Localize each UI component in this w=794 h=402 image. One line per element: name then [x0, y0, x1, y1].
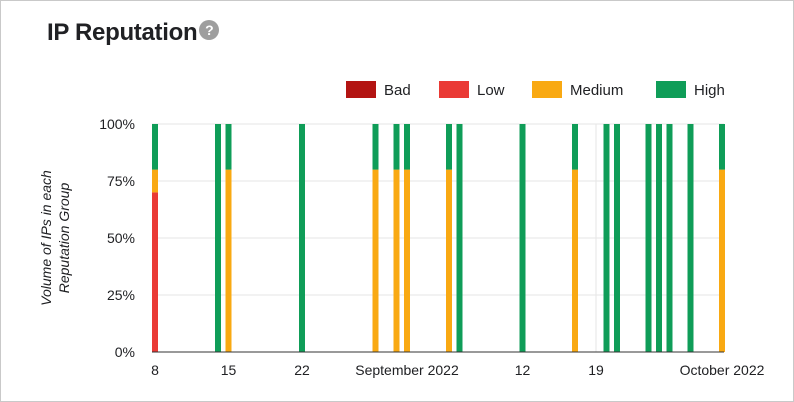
bar-segment-high[interactable] [393, 124, 400, 170]
bar-segment-high[interactable] [645, 124, 652, 352]
bar-segment-high[interactable] [404, 124, 410, 170]
legend-swatch-high[interactable] [656, 81, 686, 98]
bar-segment-high[interactable] [372, 124, 379, 170]
bar-segment-high[interactable] [225, 124, 232, 170]
bar-segment-medium[interactable] [446, 169, 452, 352]
x-tick-label: September 2022 [355, 362, 459, 378]
bar-segment-high[interactable] [152, 124, 158, 170]
legend-label-medium[interactable]: Medium [570, 82, 623, 99]
x-tick-label: 22 [294, 362, 310, 378]
bar-segment-medium[interactable] [404, 169, 410, 352]
legend-label-bad[interactable]: Bad [384, 82, 411, 99]
legend-swatch-medium[interactable] [532, 81, 562, 98]
bar-segment-high[interactable] [656, 124, 662, 352]
bar-segment-medium[interactable] [393, 169, 400, 352]
chart-title: IP Reputation [47, 19, 198, 46]
bar-segment-high[interactable] [446, 124, 452, 170]
y-tick-label: 100% [99, 116, 135, 132]
x-tick-label: October 2022 [680, 362, 765, 378]
x-tick-label: 15 [221, 362, 237, 378]
bar-segment-medium[interactable] [152, 169, 158, 193]
y-tick-label: 75% [107, 173, 135, 189]
bar-segment-medium[interactable] [372, 169, 379, 352]
y-axis-title: Volume of IPs in each Reputation Group [38, 170, 72, 306]
x-tick-label: 8 [151, 362, 159, 378]
title-row: IP Reputation ? [47, 19, 220, 47]
y-tick-label: 50% [107, 230, 135, 246]
y-tick-label: 0% [115, 344, 135, 360]
bar-segment-medium[interactable] [719, 169, 725, 352]
x-tick-label: 12 [515, 362, 531, 378]
bar-segment-high[interactable] [603, 124, 610, 352]
bar-segment-high[interactable] [215, 124, 221, 352]
legend-swatch-bad[interactable] [346, 81, 376, 98]
bar-segment-high[interactable] [519, 124, 526, 352]
bar-segment-low[interactable] [152, 192, 158, 352]
bar-segment-medium[interactable] [225, 169, 232, 352]
y-axis-title-line: Reputation Group [56, 183, 72, 294]
bar-segment-high[interactable] [666, 124, 673, 352]
help-icon[interactable]: ? [199, 20, 220, 40]
legend-swatch-low[interactable] [439, 81, 469, 98]
y-axis-title-line: Volume of IPs in each [38, 170, 54, 306]
bar-segment-high[interactable] [614, 124, 620, 352]
bar-segment-high[interactable] [456, 124, 463, 352]
bar-segment-medium[interactable] [572, 169, 578, 352]
bar-segment-high[interactable] [299, 124, 305, 352]
legend-label-high[interactable]: High [694, 82, 725, 99]
x-tick-label: 19 [588, 362, 604, 378]
legend-label-low[interactable]: Low [477, 82, 505, 99]
bar-segment-high[interactable] [572, 124, 578, 170]
y-tick-label: 25% [107, 287, 135, 303]
bar-segment-high[interactable] [687, 124, 694, 352]
bar-segment-high[interactable] [719, 124, 725, 170]
